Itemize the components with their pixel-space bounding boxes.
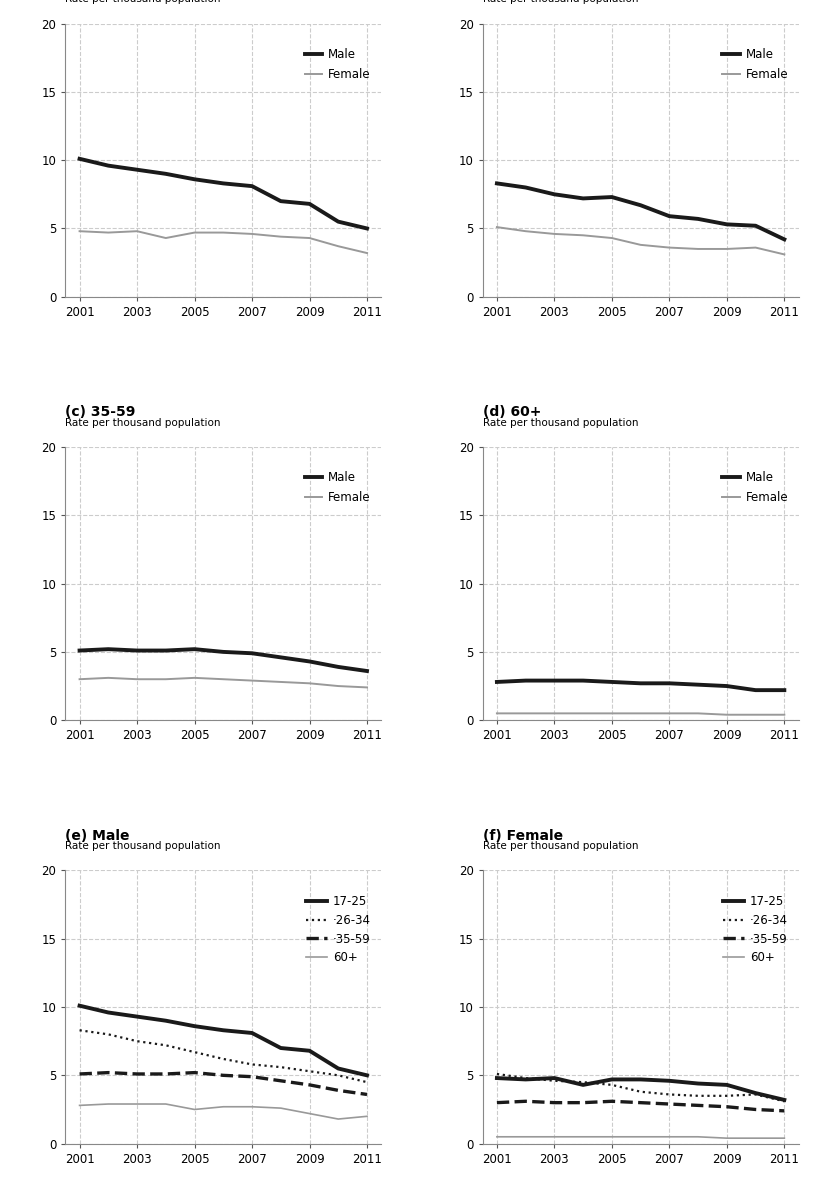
- Text: (e) Male: (e) Male: [65, 829, 130, 843]
- Legend: Male, Female: Male, Female: [717, 44, 793, 86]
- Text: (c) 35-59: (c) 35-59: [65, 406, 135, 420]
- Text: Rate per thousand population: Rate per thousand population: [482, 0, 638, 5]
- Legend: Male, Female: Male, Female: [300, 44, 376, 86]
- Legend: Male, Female: Male, Female: [717, 467, 793, 509]
- Text: Rate per thousand population: Rate per thousand population: [65, 417, 221, 428]
- Text: Rate per thousand population: Rate per thousand population: [482, 842, 638, 851]
- Text: (d) 60+: (d) 60+: [482, 406, 541, 420]
- Text: (f) Female: (f) Female: [482, 829, 562, 843]
- Text: Rate per thousand population: Rate per thousand population: [65, 842, 221, 851]
- Legend: 17-25, ·26-34, ·35-59, 60+: 17-25, ·26-34, ·35-59, 60+: [301, 890, 376, 969]
- Legend: Male, Female: Male, Female: [300, 467, 376, 509]
- Text: Rate per thousand population: Rate per thousand population: [65, 0, 221, 5]
- Text: Rate per thousand population: Rate per thousand population: [482, 417, 638, 428]
- Legend: 17-25, ·26-34, ·35-59, 60+: 17-25, ·26-34, ·35-59, 60+: [718, 890, 793, 969]
